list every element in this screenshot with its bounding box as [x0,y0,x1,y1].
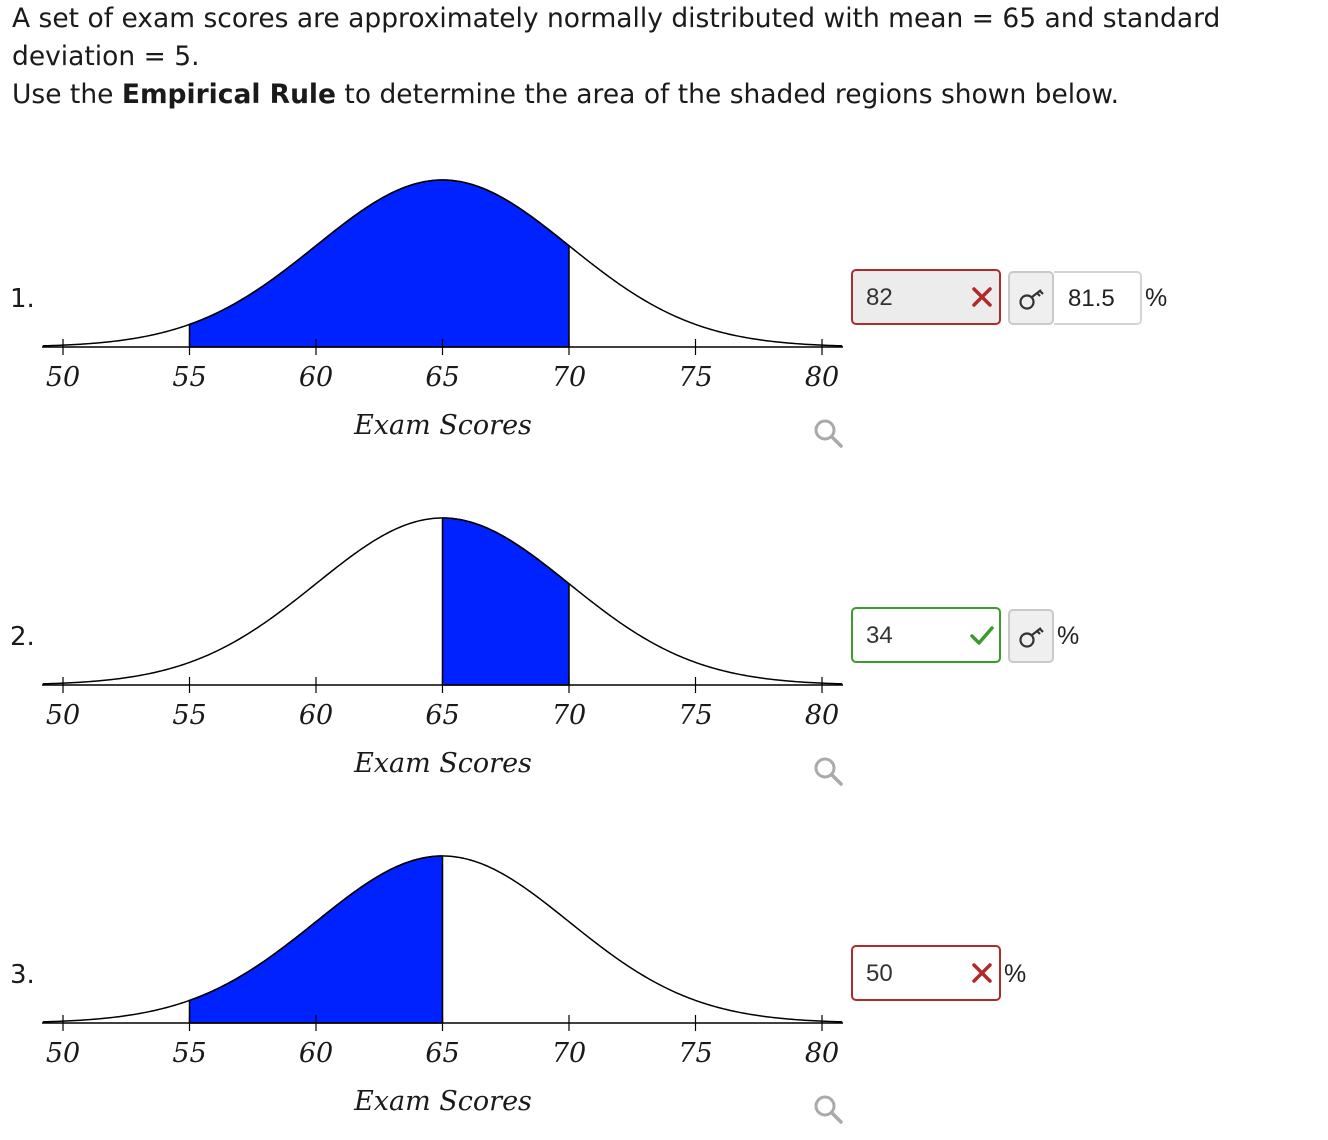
magnifier-icon[interactable] [812,755,844,787]
show-key-button[interactable] [1008,271,1054,325]
problem-number: 1. [10,284,35,314]
show-key-button[interactable] [1008,609,1054,663]
intro-line-2-bold: Empirical Rule [121,79,336,110]
magnifier-icon[interactable] [812,417,844,449]
intro-line-2-post: to determine the area of the shaded regi… [336,79,1120,110]
answer-value: 50 [866,960,893,987]
x-tick-label: 70 [552,362,586,393]
x-mark-icon [972,963,992,983]
percent-unit: % [1004,960,1027,988]
answer-value: 82 [866,284,893,311]
magnifier-icon[interactable] [812,1093,844,1125]
x-tick-label: 70 [552,700,586,731]
answer-input[interactable]: 82 [851,269,1001,325]
normal-curve-chart-1: 50 55 60 65 70 75 80 Exam Scores [42,179,843,441]
x-tick-label: 65 [425,362,459,393]
problem-1: 1. 50 55 60 65 70 75 80 Exam Scores 82 81.5 % [0,0,1328,448]
x-mark-icon [972,287,992,307]
x-tick-label: 55 [172,700,206,731]
x-tick-label: 75 [678,1038,712,1069]
intro-line-2: Use the Empirical Rule to determine the … [12,76,1312,114]
x-tick-label: 70 [552,1038,586,1069]
normal-curve-chart-3: 50 55 60 65 70 75 80 Exam Scores [42,855,843,1117]
normal-curve [42,517,843,685]
x-axis-title: Exam Scores [353,748,532,779]
x-tick-label: 55 [172,362,206,393]
x-tick-label: 50 [46,362,80,393]
x-tick-label: 80 [805,362,839,393]
key-answer-value: 81.5 [1054,271,1142,325]
x-tick-label: 60 [299,700,333,731]
x-tick-label: 60 [299,1038,333,1069]
instructions: A set of exam scores are approximately n… [12,0,1312,114]
key-icon [1019,627,1044,648]
intro-line-1: A set of exam scores are approximately n… [12,3,1221,72]
x-tick-label: 65 [425,1038,459,1069]
x-tick-label: 75 [678,700,712,731]
percent-unit: % [1057,622,1080,650]
x-tick-label: 60 [299,362,333,393]
x-tick-label: 80 [805,700,839,731]
normal-curve-chart-2: 50 55 60 65 70 75 80 Exam Scores [42,517,843,779]
answer-input[interactable]: 34 [851,607,1001,663]
problem-number: 3. [10,960,35,990]
key-icon [1019,289,1044,310]
x-axis-title: Exam Scores [353,410,532,441]
problem-2: 2. 50 55 60 65 70 75 80 Exam Scores 34 % [0,0,1328,786]
intro-line-2-pre: Use the [12,79,122,110]
percent-unit: % [1145,284,1168,312]
answer-value: 34 [866,622,893,649]
x-tick-label: 75 [678,362,712,393]
x-tick-label: 55 [172,1038,206,1069]
x-tick-label: 80 [805,1038,839,1069]
check-mark-icon [970,626,994,645]
x-tick-label: 50 [46,1038,80,1069]
answer-input[interactable]: 50 [851,945,1001,1001]
normal-curve [42,179,843,347]
shaded-region [188,855,444,1024]
normal-curve [42,855,843,1023]
problem-number: 2. [10,622,35,652]
x-axis-title: Exam Scores [353,1086,532,1117]
x-tick-label: 65 [425,700,459,731]
x-tick-label: 50 [46,700,80,731]
